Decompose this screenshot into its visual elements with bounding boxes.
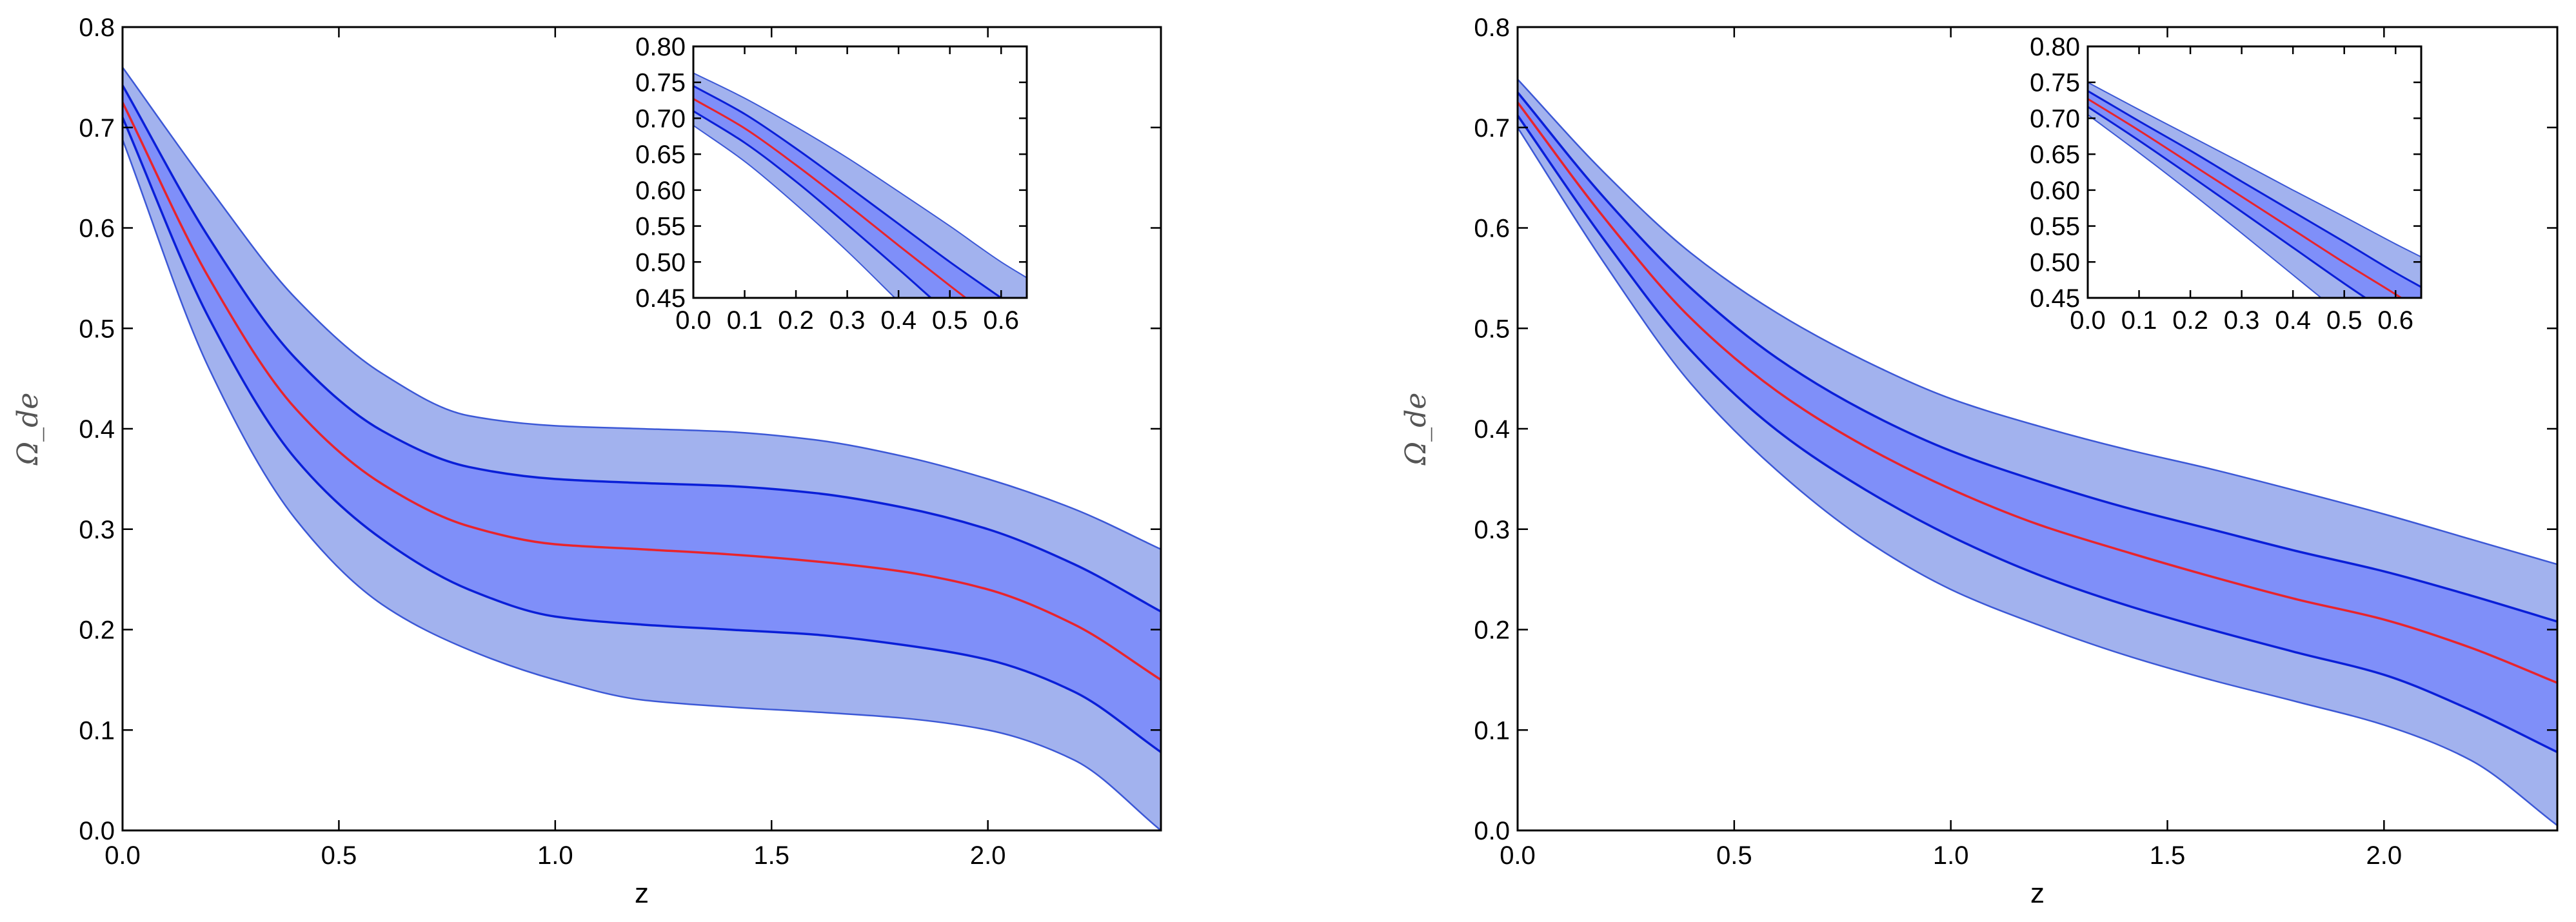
right-main-x-tick-label: 1.0 xyxy=(1933,841,1969,870)
left-main-x-tick-label: 1.5 xyxy=(753,841,789,870)
left-panel: 0.0 0.5 1.0 1.5 2.00.00.10.20.30.40.50.60.70… xyxy=(12,14,1162,909)
right-main-lower-1sigma-line xyxy=(1518,115,2557,754)
left-inset-x-tick-label: 0.3 xyxy=(829,306,866,335)
right-main-x-tick-label: 2.0 xyxy=(2366,841,2403,870)
left-inset-upper-1sigma-line xyxy=(693,84,1003,298)
left-inset-band-2sigma xyxy=(693,72,1027,298)
right-inset-y-tick-label: 0.65 xyxy=(2030,141,2080,169)
left-main-upper-1sigma-line xyxy=(123,84,1161,613)
left-inset-y-tick-label: 0.80 xyxy=(635,33,686,61)
left-inset-y-tick-label: 0.50 xyxy=(635,248,686,277)
right-inset-frame xyxy=(2086,45,2422,299)
left-main-y-tick-label: 0.6 xyxy=(79,215,115,243)
left-x-axis-label: z xyxy=(635,878,649,909)
left-inset-y-tick-label: 0.60 xyxy=(635,177,686,205)
right-inset-y-tick-label: 0.50 xyxy=(2030,248,2080,277)
left-inset-x-tick-label: 0.0 xyxy=(675,306,711,335)
left-main-y-tick-label: 0.0 xyxy=(79,817,115,845)
right-x-axis-label: z xyxy=(2030,878,2045,909)
right-main-x-tick-label: 0.0 xyxy=(1500,841,1536,870)
right-inset-x-tick-label: 0.6 xyxy=(2377,306,2413,335)
right-main-mean-line xyxy=(1518,101,2557,684)
left-inset-mean-line xyxy=(693,98,967,298)
left-inset-y-tick-label: 0.55 xyxy=(635,213,686,241)
left-inset-y-tick-label: 0.75 xyxy=(635,69,686,97)
right-main-y-tick-label: 0.1 xyxy=(1474,716,1510,745)
right-inset-y-tick-label: 0.55 xyxy=(2030,213,2080,241)
left-inset: 0.0 0.1 0.2 0.3 0.4 0.5 0.6 0.45 0.50 0.55 0.60 0.6… xyxy=(635,33,1028,335)
left-main-y-tick-label: 0.4 xyxy=(79,415,115,444)
right-main-plot-area xyxy=(1518,78,2557,827)
left-main-lower-1sigma-line xyxy=(123,117,1161,753)
left-inset-x-tick-label: 0.1 xyxy=(727,306,763,335)
left-main-y-tick-label: 0.8 xyxy=(79,14,115,42)
right-inset-plot-area xyxy=(2088,81,2421,298)
left-main-x-tick-label: 0.0 xyxy=(104,841,141,870)
left-inset-lower-1sigma-line xyxy=(693,110,933,298)
right-panel: 0.0 0.5 1.0 1.5 2.00.00.10.20.30.40.50.60.70… xyxy=(1400,14,2559,909)
left-main-plot-area xyxy=(123,66,1161,830)
right-main-y-tick-label: 0.0 xyxy=(1474,817,1510,845)
left-main-y-tick-label: 0.5 xyxy=(79,315,115,343)
left-inset-x-tick-label: 0.5 xyxy=(932,306,968,335)
right-inset-x-tick-label: 0.2 xyxy=(2172,306,2208,335)
left-main-x-tick-label: 1.0 xyxy=(537,841,573,870)
right-main-y-tick-label: 0.7 xyxy=(1474,114,1510,142)
left-inset-plot-area xyxy=(693,72,1027,298)
right-inset-y-tick-label: 0.75 xyxy=(2030,69,2080,97)
left-main-x-tick-label: 2.0 xyxy=(970,841,1006,870)
right-inset-x-tick-label: 0.3 xyxy=(2224,306,2260,335)
right-inset-upper-1sigma-line xyxy=(2088,90,2421,288)
right-inset-lower-1sigma-line xyxy=(2088,106,2368,298)
left-inset-x-tick-label: 0.2 xyxy=(778,306,814,335)
right-main-y-tick-label: 0.3 xyxy=(1474,516,1510,544)
left-main-y-tick-label: 0.7 xyxy=(79,114,115,142)
left-inset-x-tick-label: 0.6 xyxy=(983,306,1019,335)
right-main-upper-1sigma-line xyxy=(1518,92,2557,623)
left-main-y-tick-label: 0.2 xyxy=(79,616,115,645)
right-y-axis-label: Ω_de xyxy=(1400,393,1432,466)
right-inset: 0.0 0.1 0.2 0.3 0.4 0.5 0.6 0.45 0.50 0.55 0.60 0.6… xyxy=(2030,33,2422,335)
left-main-y-tick-label: 0.1 xyxy=(79,716,115,745)
right-main-x-tick-label: 0.5 xyxy=(1716,841,1752,870)
right-inset-x-tick-label: 0.5 xyxy=(2326,306,2363,335)
right-main-x-tick-label: 1.5 xyxy=(2150,841,2186,870)
right-main-y-tick-label: 0.6 xyxy=(1474,215,1510,243)
right-inset-x-tick-label: 0.0 xyxy=(2070,306,2106,335)
left-main-y-tick-label: 0.3 xyxy=(79,516,115,544)
left-inset-y-tick-label: 0.45 xyxy=(635,284,686,313)
left-inset-x-tick-label: 0.4 xyxy=(880,306,916,335)
right-inset-mean-line xyxy=(2088,98,2403,298)
right-main-y-tick-label: 0.5 xyxy=(1474,315,1510,343)
right-inset-x-tick-label: 0.4 xyxy=(2275,306,2311,335)
left-y-axis-label: Ω_de xyxy=(12,393,45,466)
right-inset-y-tick-label: 0.80 xyxy=(2030,33,2080,61)
right-inset-y-tick-label: 0.45 xyxy=(2030,284,2080,313)
right-inset-y-tick-label: 0.70 xyxy=(2030,104,2080,133)
left-main-mean-line xyxy=(123,102,1161,681)
left-main-x-tick-label: 0.5 xyxy=(321,841,357,870)
right-inset-y-tick-label: 0.60 xyxy=(2030,177,2080,205)
right-main-y-tick-label: 0.2 xyxy=(1474,616,1510,645)
left-inset-y-tick-label: 0.70 xyxy=(635,104,686,133)
right-main-y-tick-label: 0.4 xyxy=(1474,415,1510,444)
right-main-y-tick-label: 0.8 xyxy=(1474,14,1510,42)
left-inset-y-tick-label: 0.65 xyxy=(635,141,686,169)
left-inset-frame xyxy=(692,45,1028,299)
right-inset-x-tick-label: 0.1 xyxy=(2121,306,2157,335)
